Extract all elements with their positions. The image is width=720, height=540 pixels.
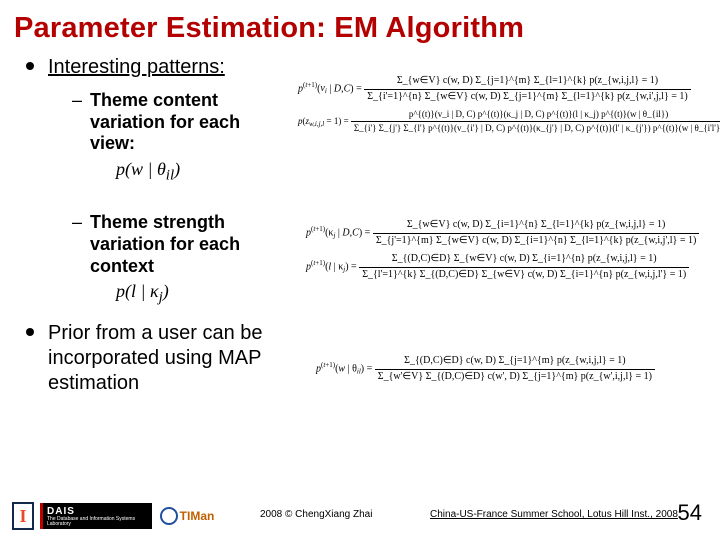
dais-small: The Database and Information Systems Lab… bbox=[47, 517, 148, 527]
eq2-den: Σ_{i'} Σ_{j'} Σ_{l'} p^{(t)}(v_{i'} | D,… bbox=[351, 122, 720, 134]
dash-icon: – bbox=[72, 90, 82, 111]
equation-5: p(t+1)(w | θil) = Σ_{(D,C)∈D} c(w, D) Σ_… bbox=[316, 355, 655, 387]
clock-icon bbox=[160, 507, 178, 525]
page-number: 54 bbox=[678, 500, 702, 526]
footer: I DAIS The Database and Information Syst… bbox=[0, 492, 720, 540]
dais-logo-icon: DAIS The Database and Information System… bbox=[40, 503, 152, 529]
eq4-num: Σ_{(D,C)∈D} Σ_{w∈V} c(w, D) Σ_{i=1}^{n} … bbox=[359, 253, 689, 268]
eq5-num: Σ_{(D,C)∈D} c(w, D) Σ_{j=1}^{m} p(z_{w,i… bbox=[375, 355, 655, 370]
bullet-2-text: Prior from a user can be incorporated us… bbox=[48, 321, 278, 396]
eq5-den: Σ_{w'∈V} Σ_{(D,C)∈D} c(w', D) Σ_{j=1}^{m… bbox=[375, 370, 655, 384]
eq2-num: p^{(t)}(v_i | D, C) p^{(t)}(κ_j | D, C) … bbox=[351, 109, 720, 122]
sub-1-math: p(w | θil) bbox=[116, 159, 720, 185]
eq1-num: Σ_{w∈V} c(w, D) Σ_{j=1}^{m} Σ_{l=1}^{k} … bbox=[364, 75, 690, 90]
sub-1-text: Theme content variation for each view: bbox=[90, 90, 290, 155]
eq3-den: Σ_{j'=1}^{m} Σ_{w∈V} c(w, D) Σ_{i=1}^{n}… bbox=[373, 234, 699, 248]
eq4-den: Σ_{l'=1}^{k} Σ_{(D,C)∈D} Σ_{w∈V} c(w, D)… bbox=[359, 268, 689, 282]
equation-1: p(t+1)(vi | D,C) = Σ_{w∈V} c(w, D) Σ_{j=… bbox=[298, 75, 720, 139]
bullet-dot bbox=[26, 62, 34, 70]
dais-big: DAIS bbox=[47, 506, 148, 517]
sub-2-text: Theme strength variation for each contex… bbox=[90, 212, 290, 277]
bullet-1-text: Interesting patterns: bbox=[48, 55, 225, 80]
timan-text: TIMan bbox=[180, 509, 215, 523]
footer-venue: China-US-France Summer School, Lotus Hil… bbox=[430, 509, 678, 520]
dash-icon: – bbox=[72, 212, 82, 233]
bullet-dot bbox=[26, 328, 34, 336]
eq3-num: Σ_{w∈V} c(w, D) Σ_{i=1}^{n} Σ_{l=1}^{k} … bbox=[373, 219, 699, 234]
illinois-logo-icon: I bbox=[12, 502, 34, 530]
eq1-den: Σ_{i'=1}^{n} Σ_{w∈V} c(w, D) Σ_{j=1}^{m}… bbox=[364, 90, 690, 104]
content-area: Interesting patterns: – Theme content va… bbox=[0, 49, 720, 396]
footer-copyright: 2008 © ChengXiang Zhai bbox=[260, 509, 372, 520]
equation-3: p(t+1)(κj | D,C) = Σ_{w∈V} c(w, D) Σ_{i=… bbox=[306, 219, 699, 285]
page-title: Parameter Estimation: EM Algorithm bbox=[0, 0, 720, 49]
timan-logo-icon: TIMan bbox=[158, 503, 216, 529]
